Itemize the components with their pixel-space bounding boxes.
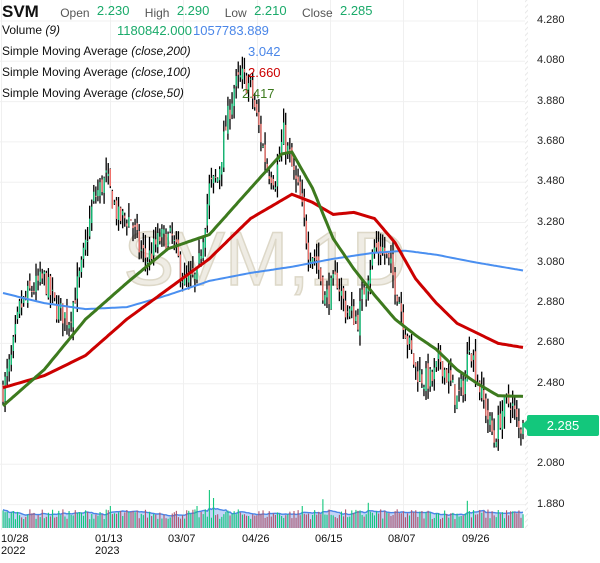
price-axis-border bbox=[525, 0, 528, 530]
price-tick-label: 3.280 bbox=[537, 215, 565, 228]
date-tick-label: 09/26 bbox=[462, 533, 490, 545]
sma-200-line bbox=[2, 249, 524, 311]
price-tick-label: 2.480 bbox=[537, 376, 565, 389]
date-tick-label: 04/26 bbox=[242, 533, 270, 545]
date-tick-label: 03/07 bbox=[168, 533, 196, 545]
price-tick-label: 3.480 bbox=[537, 175, 565, 188]
date-tick-label: 06/15 bbox=[315, 533, 343, 545]
price-tick-label: 4.280 bbox=[537, 14, 565, 26]
price-tick-label: 3.880 bbox=[537, 94, 565, 107]
volume-pane bbox=[2, 490, 524, 528]
price-tick-label: 3.680 bbox=[537, 134, 565, 147]
price-tick-label: 2.680 bbox=[537, 336, 565, 349]
last-price-badge: 2.285 bbox=[522, 415, 599, 436]
price-tick-label: 4.080 bbox=[537, 54, 565, 67]
price-tick-label: 2.080 bbox=[537, 457, 565, 470]
price-tick-label: 1.880 bbox=[537, 497, 565, 510]
price-tick-label: 2.880 bbox=[537, 296, 565, 309]
price-tick-label: 3.080 bbox=[537, 255, 565, 268]
date-tick-label: 10/28 2022 bbox=[1, 533, 29, 557]
grid-lines bbox=[0, 0, 525, 530]
date-tick-label: 01/13 2023 bbox=[95, 533, 123, 557]
date-tick-label: 08/07 bbox=[388, 533, 416, 545]
sma-100-line bbox=[2, 192, 524, 390]
sma-50-line bbox=[2, 150, 524, 408]
